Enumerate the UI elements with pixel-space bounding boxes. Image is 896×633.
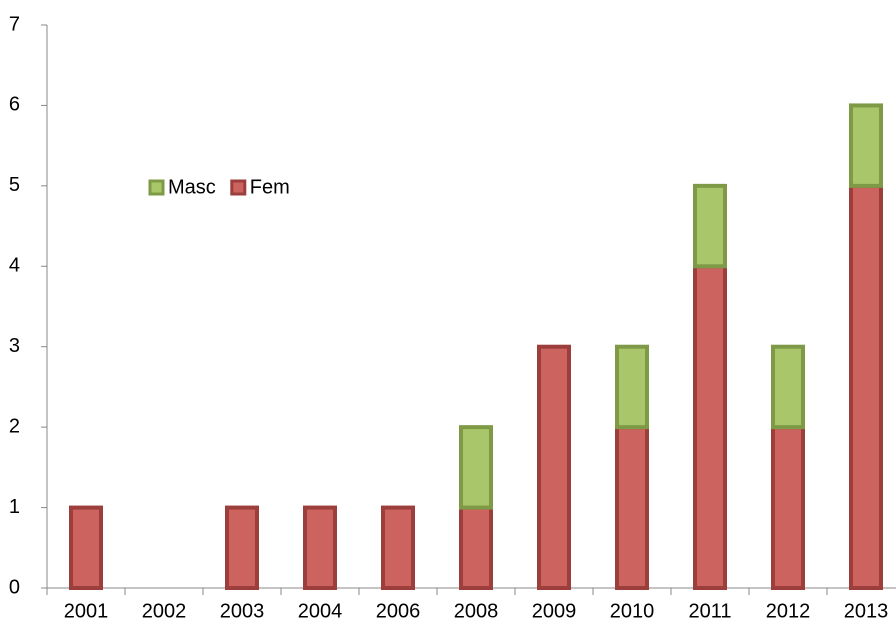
y-tick-label: 4	[9, 255, 20, 277]
x-tick-label: 2002	[142, 600, 187, 622]
bar-segment	[303, 505, 337, 591]
bar-segment	[381, 505, 415, 591]
legend-swatch	[148, 179, 165, 196]
bar-segment	[693, 264, 727, 590]
x-tick-label: 2003	[220, 600, 265, 622]
bar-segment	[771, 425, 805, 590]
legend-label: Fem	[250, 176, 290, 198]
y-tick-label: 3	[9, 335, 20, 357]
legend-label: Masc	[168, 176, 216, 198]
bar-segment	[849, 103, 883, 188]
bar-segment	[459, 505, 493, 591]
bar-segment	[225, 505, 259, 591]
x-tick-label: 2008	[454, 600, 499, 622]
y-tick-label: 1	[9, 496, 20, 518]
y-tick-label: 7	[9, 13, 20, 35]
x-tick-label: 2006	[376, 600, 421, 622]
bar-segment	[693, 183, 727, 269]
x-tick-label: 2009	[532, 600, 577, 622]
x-tick-label: 2001	[64, 600, 109, 622]
bar-segment	[615, 344, 649, 430]
legend-swatch	[230, 179, 247, 196]
x-tick-label: 2011	[688, 600, 731, 622]
x-tick-label: 2010	[610, 600, 655, 622]
bar-segment	[459, 425, 493, 510]
bar-segment	[537, 344, 571, 591]
y-tick-label: 6	[9, 94, 20, 116]
x-tick-label: 2013	[844, 600, 889, 622]
y-tick-label: 5	[9, 174, 20, 196]
x-tick-label: 2012	[766, 600, 811, 622]
y-tick-label: 0	[9, 576, 20, 598]
y-tick-label: 2	[9, 415, 20, 437]
bar-segment	[615, 425, 649, 590]
bar-segment	[849, 183, 883, 590]
bar-segment	[771, 344, 805, 430]
x-tick-label: 2004	[298, 600, 343, 622]
bar-segment	[69, 505, 103, 591]
